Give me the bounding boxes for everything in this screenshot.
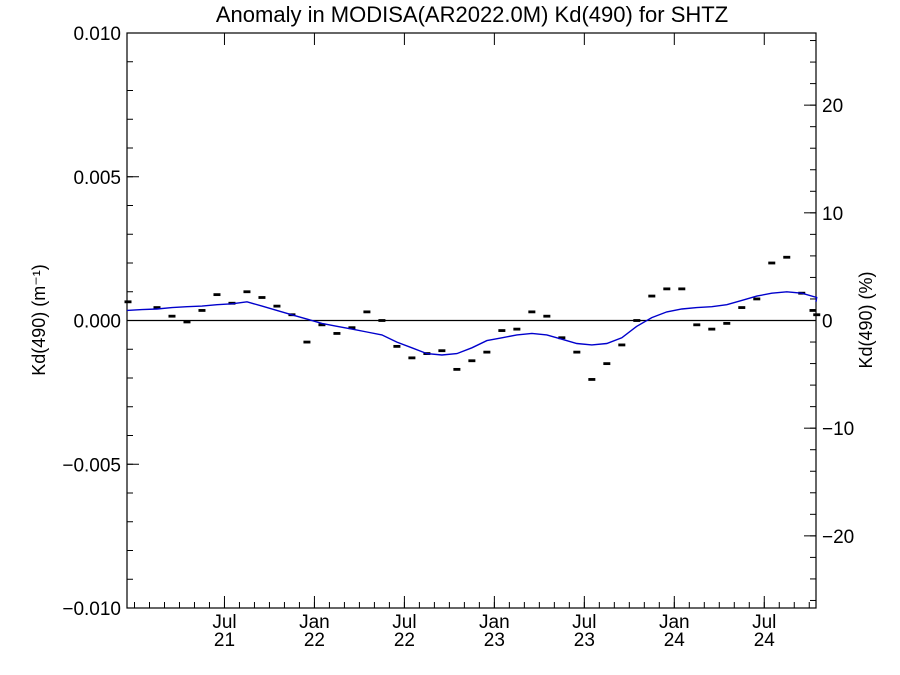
x-tick-label-year: 23 bbox=[484, 630, 505, 651]
data-point bbox=[363, 310, 371, 314]
data-point bbox=[303, 340, 311, 344]
x-tick-label-month: Jan bbox=[479, 612, 510, 633]
data-point bbox=[483, 350, 491, 354]
y-tick-label-left: −0.010 bbox=[62, 599, 121, 620]
y-tick-label-right: 10 bbox=[822, 204, 843, 225]
x-tick-label-month: Jan bbox=[299, 612, 330, 633]
data-point bbox=[738, 306, 746, 309]
y-axis-label-left: Kd(490) (m⁻¹) bbox=[29, 264, 49, 376]
data-point bbox=[183, 320, 191, 324]
x-tick-label-month: Jul bbox=[752, 612, 776, 633]
data-point bbox=[243, 290, 251, 294]
data-point bbox=[543, 314, 551, 318]
data-point bbox=[809, 309, 817, 312]
y-tick-label-right: −10 bbox=[822, 419, 854, 440]
data-point bbox=[603, 362, 611, 366]
y-tick-label-right: −20 bbox=[822, 527, 854, 548]
data-point bbox=[708, 327, 716, 331]
x-tick-label-year: 21 bbox=[214, 630, 235, 651]
data-point bbox=[318, 323, 326, 327]
plot-area: 0.010 0.005 0.000 −0.005 −0.010 20 10 0 −10 −20 Ju… bbox=[62, 24, 854, 651]
data-point bbox=[213, 293, 221, 297]
data-point bbox=[333, 332, 341, 335]
y-tick-label-right: 20 bbox=[822, 96, 843, 117]
x-tick-label-month: Jul bbox=[212, 612, 236, 633]
x-tick-label-year: 24 bbox=[754, 630, 776, 651]
data-point bbox=[393, 344, 401, 348]
data-point bbox=[408, 356, 416, 360]
data-point bbox=[168, 314, 176, 318]
data-point bbox=[153, 306, 161, 309]
running-mean-line bbox=[126, 291, 818, 356]
data-point bbox=[648, 294, 656, 298]
x-tick-label-month: Jul bbox=[392, 612, 416, 633]
data-point bbox=[573, 350, 581, 354]
x-tick-label-year: 23 bbox=[574, 630, 595, 651]
y-tick-label-left: 0.005 bbox=[73, 168, 121, 189]
data-point bbox=[768, 261, 776, 265]
y-tick-label-left: 0.010 bbox=[73, 24, 121, 45]
x-tick-label-year: 22 bbox=[304, 630, 325, 651]
data-point bbox=[753, 297, 761, 301]
data-point bbox=[813, 313, 821, 317]
y-tick-label-left: 0.000 bbox=[73, 312, 121, 333]
data-point bbox=[348, 326, 356, 330]
data-point bbox=[438, 349, 446, 353]
data-point bbox=[693, 323, 701, 327]
chart-title: Anomaly in MODISA(AR2022.0M) Kd(490) for… bbox=[216, 2, 728, 27]
y-tick-label-left: −0.005 bbox=[62, 455, 121, 476]
data-point bbox=[558, 336, 566, 340]
data-point bbox=[678, 287, 686, 291]
y-tick-label-right: 0 bbox=[822, 312, 833, 333]
x-tick-label-month: Jul bbox=[572, 612, 596, 633]
data-point bbox=[198, 309, 206, 312]
data-point bbox=[498, 329, 506, 332]
x-tick-label-year: 22 bbox=[394, 630, 415, 651]
data-point bbox=[723, 321, 731, 325]
x-tick-label-month: Jan bbox=[659, 612, 690, 633]
data-point bbox=[618, 343, 626, 347]
x-tick-label-year: 24 bbox=[664, 630, 686, 651]
data-point bbox=[663, 287, 671, 291]
data-point bbox=[453, 367, 461, 371]
data-point bbox=[258, 296, 266, 299]
data-point bbox=[783, 255, 791, 259]
data-point bbox=[633, 319, 641, 322]
data-point bbox=[124, 300, 132, 304]
data-point bbox=[378, 319, 386, 322]
data-point bbox=[513, 327, 521, 331]
y-axis-label-right: Kd(490) (%) bbox=[856, 271, 876, 368]
data-point bbox=[528, 310, 536, 314]
data-point bbox=[588, 378, 596, 381]
data-point bbox=[273, 304, 281, 308]
data-point bbox=[468, 359, 476, 363]
